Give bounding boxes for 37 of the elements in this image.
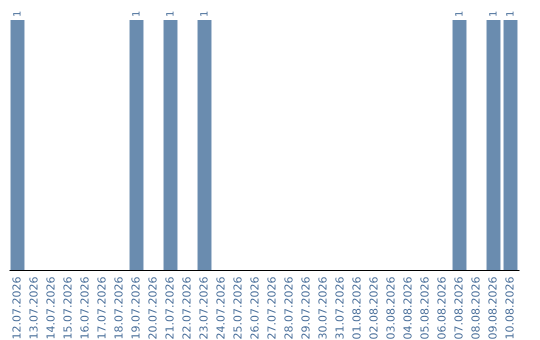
x-tick-label: 12.07.2026 [10, 276, 24, 340]
x-tick-label: 18.07.2026 [112, 276, 126, 340]
x-tick-label: 02.08.2026 [368, 276, 380, 340]
x-tick-label: 15.07.2026 [62, 276, 74, 340]
x-tick-label: 07.08.2026 [452, 276, 466, 340]
x-tick-label: 03.08.2026 [384, 276, 398, 340]
x-tick-label: 28.07.2026 [282, 276, 296, 340]
x-tick-label: 14.07.2026 [44, 276, 58, 340]
x-tick-label: 23.07.2026 [198, 276, 210, 340]
data-label: 1 [488, 10, 500, 17]
x-tick-label: 10.08.2026 [504, 276, 516, 340]
x-tick-label: 31.07.2026 [334, 276, 346, 340]
x-tick-label: 09.08.2026 [486, 276, 500, 340]
x-tick-label: 17.07.2026 [96, 276, 108, 340]
x-tick-label: 08.08.2026 [470, 276, 482, 340]
x-tick-label: 06.08.2026 [436, 276, 448, 340]
data-label: 1 [454, 10, 466, 17]
data-label: 1 [506, 10, 516, 17]
x-tick-label: 30.07.2026 [316, 276, 330, 340]
data-label: 1 [200, 10, 210, 17]
x-tick-label: 24.07.2026 [214, 276, 228, 340]
x-tick-label: 13.07.2026 [28, 276, 40, 340]
x-tick-label: 25.07.2026 [232, 276, 244, 340]
x-tick-label: 05.08.2026 [418, 276, 432, 340]
x-tick-label: 29.07.2026 [300, 276, 312, 340]
x-tick-label: 21.07.2026 [164, 276, 176, 340]
x-tick-label: 22.07.2026 [180, 276, 194, 340]
x-tick-label: 19.07.2026 [130, 276, 142, 340]
x-tick-label: 27.07.2026 [266, 276, 278, 340]
x-tick-label: 01.08.2026 [350, 276, 364, 340]
x-tick-label: 16.07.2026 [78, 276, 92, 340]
data-label: 1 [166, 10, 176, 17]
x-tick-label: 04.08.2026 [402, 276, 414, 340]
x-tick-label: 20.07.2026 [146, 276, 160, 340]
x-tick-label: 26.07.2026 [248, 276, 262, 340]
data-label: 1 [12, 10, 24, 17]
data-label: 1 [132, 10, 142, 17]
